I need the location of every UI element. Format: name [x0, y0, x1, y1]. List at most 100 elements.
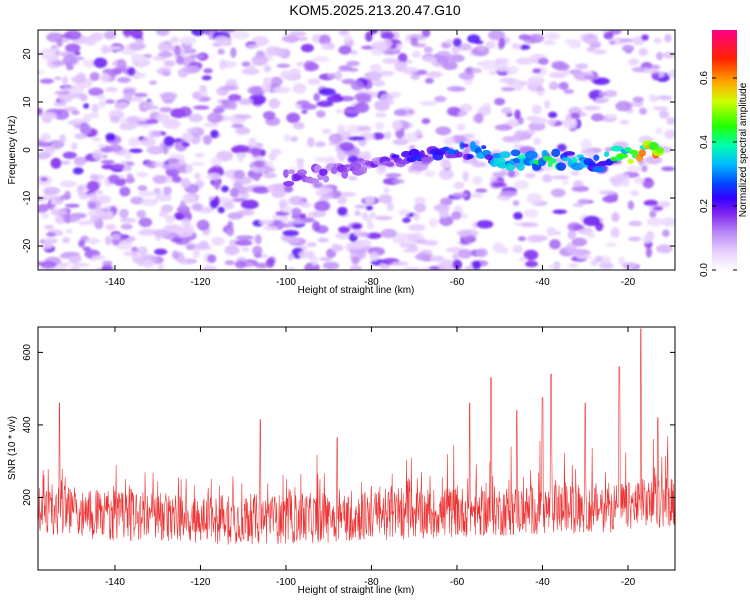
spectrogram-cell — [351, 256, 360, 265]
spectrogram-cell — [568, 42, 582, 49]
spectrogram-cell — [571, 237, 588, 247]
spectrogram-cell — [609, 40, 616, 45]
spectrogram-cell — [265, 46, 281, 55]
spectrogram-cell — [628, 220, 643, 227]
spectrogram-cell — [179, 35, 197, 45]
spectrogram-cell — [50, 140, 64, 150]
spectrogram-cell — [228, 100, 238, 111]
spectrogram-cell — [290, 136, 299, 142]
spectrogram-cell — [135, 38, 144, 46]
spectrogram-cell — [403, 248, 419, 253]
spectrogram-cell — [213, 196, 220, 207]
spectrogram-cell — [235, 235, 254, 241]
spectrogram-cell — [251, 54, 269, 66]
spectrogram-cell — [514, 109, 521, 120]
spectrogram-cell — [375, 121, 385, 130]
spectrogram-cell — [337, 206, 348, 216]
spectrogram-cell — [119, 186, 131, 197]
spectrogram-cell — [419, 100, 438, 106]
spectrogram-cell — [297, 162, 304, 171]
spectrogram-cell — [638, 47, 649, 57]
spectrogram-cell — [569, 248, 585, 256]
spectrogram-cell — [178, 258, 195, 265]
spectrogram-ridge-cell — [496, 162, 508, 169]
spectrogram-cell — [163, 60, 176, 67]
spectrogram-cell — [476, 220, 494, 229]
spectrogram-cell — [136, 209, 147, 219]
spectrogram-cell — [183, 48, 197, 54]
spectrogram-cell — [328, 133, 343, 144]
spectrogram-x-tick-label: -60 — [450, 277, 465, 288]
spectrogram-cell — [347, 136, 366, 141]
spectrogram-cell — [54, 90, 71, 95]
spectrogram-cell — [188, 113, 204, 123]
spectrogram-cell — [53, 102, 67, 107]
spectrogram-cell — [353, 229, 363, 237]
spectrogram-cell — [132, 252, 139, 264]
spectrogram-cell — [155, 30, 170, 37]
spectrogram-cell — [174, 212, 184, 220]
spectrogram-cell — [191, 30, 205, 37]
spectrogram-cell — [153, 187, 162, 195]
spectrogram-cell — [54, 76, 62, 81]
spectrogram-cell — [155, 113, 170, 122]
spectrogram-cell — [228, 94, 242, 102]
spectrogram-cell — [580, 138, 592, 150]
spectrogram-cell — [423, 46, 433, 54]
spectrogram-ridge-cell — [306, 177, 320, 184]
spectrogram-ridge-cell — [296, 169, 308, 176]
spectrogram-cell — [365, 232, 382, 239]
spectrogram-x-axis-label: Height of straight line (km) — [298, 285, 415, 296]
spectrogram-cell — [337, 124, 345, 135]
spectrogram-ridge-cell — [624, 146, 632, 152]
spectrogram-cell — [337, 196, 347, 205]
spectrogram-y-tick-label: -20 — [22, 238, 33, 253]
spectrogram-cell — [183, 65, 200, 73]
spectrogram-cell — [318, 257, 333, 262]
spectrogram-cell — [234, 114, 252, 120]
spectrogram-cell — [592, 49, 607, 55]
spectrogram-cell — [618, 38, 635, 43]
spectrogram-cell — [252, 245, 263, 256]
spectrogram-cell — [480, 59, 498, 70]
spectrogram-x-tick-label: -40 — [535, 277, 550, 288]
spectrogram-ridge-cell — [524, 150, 538, 160]
spectrogram-cell — [111, 233, 121, 240]
spectrogram-cell — [527, 76, 545, 86]
spectrogram-cell — [61, 76, 69, 85]
spectrogram-cell — [452, 259, 463, 270]
spectrogram-cell — [140, 198, 158, 207]
spectrogram-cell — [77, 220, 92, 226]
spectrogram-cell — [110, 163, 126, 169]
spectrogram-cell — [158, 51, 173, 58]
spectrogram-cell — [202, 134, 213, 145]
spectrogram-cell — [157, 41, 174, 52]
spectrogram-cell — [413, 212, 421, 221]
spectrogram-cell — [652, 206, 664, 211]
spectrogram-cell — [548, 264, 560, 269]
spectrogram-ridge-cell — [516, 162, 525, 171]
spectrogram-cell — [494, 97, 506, 106]
spectrogram-cell — [645, 246, 653, 258]
spectrogram-cell — [501, 107, 513, 115]
spectrogram-cell — [65, 203, 80, 208]
spectrogram-cell — [453, 181, 465, 190]
spectrogram-cell — [154, 193, 172, 202]
snr-x-tick-label: -120 — [190, 577, 210, 588]
spectrogram-cell — [459, 103, 473, 113]
spectrogram-cell — [492, 242, 505, 254]
spectrogram-ridge-cell — [341, 170, 349, 179]
spectrogram-cell — [102, 68, 116, 75]
spectrogram-cell — [582, 33, 599, 45]
spectrogram-cell — [583, 105, 601, 111]
spectrogram-cell — [235, 126, 251, 135]
spectrogram-x-tick-label: -20 — [621, 277, 636, 288]
spectrogram-cell — [266, 184, 285, 193]
spectrogram-cell — [499, 77, 517, 84]
spectrogram-cell — [123, 92, 133, 101]
spectrogram-cell — [452, 253, 459, 261]
spectrogram-cell — [591, 113, 604, 122]
spectrogram-cell — [661, 217, 675, 227]
spectrogram-cell — [586, 232, 595, 239]
spectrogram-ridge-cell — [510, 149, 521, 157]
